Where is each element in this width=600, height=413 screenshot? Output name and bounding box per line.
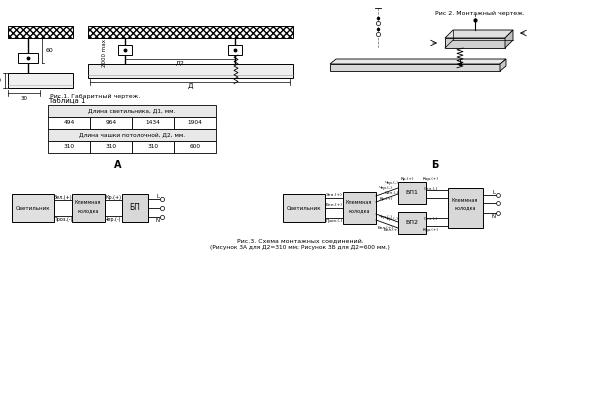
Bar — [18, 53, 38, 63]
Text: L: L — [493, 190, 496, 195]
Text: А: А — [114, 160, 122, 170]
Bar — [48, 105, 216, 117]
Bar — [88, 64, 293, 78]
Bar — [343, 192, 376, 224]
Text: N: N — [156, 218, 160, 223]
Bar — [48, 129, 216, 141]
Text: Д: Д — [187, 83, 193, 89]
Text: 30: 30 — [0, 78, 2, 83]
Bar — [88, 26, 293, 38]
Text: Кр.(+): Кр.(+) — [400, 177, 414, 181]
Text: 1434: 1434 — [146, 121, 160, 126]
Text: Рис.3. Схема монтажных соединений.: Рис.3. Схема монтажных соединений. — [236, 238, 364, 244]
Bar — [8, 26, 73, 38]
Text: Длина светильника, Д1, мм.: Длина светильника, Д1, мм. — [88, 109, 176, 114]
Bar — [48, 117, 90, 129]
Bar — [72, 194, 105, 222]
Text: Проз.(-): Проз.(-) — [53, 216, 73, 221]
Text: Кор.(+): Кор.(+) — [423, 177, 439, 181]
Text: Зел.(+): Зел.(+) — [53, 195, 73, 199]
Text: Бел.(+): Бел.(+) — [384, 228, 400, 232]
Text: Проз.(-): Проз.(-) — [325, 219, 343, 223]
Bar — [448, 188, 483, 228]
Text: Кор.(+): Кор.(+) — [423, 228, 439, 232]
Bar — [48, 141, 90, 153]
Text: Чер.(-): Чер.(-) — [379, 215, 393, 219]
Bar — [132, 141, 174, 153]
Bar — [8, 73, 73, 88]
Text: колодка: колодка — [77, 209, 99, 214]
Text: Кр.(+): Кр.(+) — [379, 197, 393, 201]
Text: 964: 964 — [106, 121, 116, 126]
Bar — [398, 182, 426, 204]
Text: Рис.1. Габаритный чертеж.: Рис.1. Габаритный чертеж. — [50, 93, 140, 99]
Text: БП1: БП1 — [406, 190, 418, 195]
Text: Чер.(-): Чер.(-) — [385, 217, 399, 221]
Text: (Рисунок 3А для Д2=310 мм; Рисунок 3Б для Д2=600 мм.): (Рисунок 3А для Д2=310 мм; Рисунок 3Б дл… — [210, 245, 390, 251]
Text: L: L — [157, 194, 160, 199]
Text: Длина чашки потолочной, Д2, мм.: Длина чашки потолочной, Д2, мм. — [79, 133, 185, 138]
Text: Рис 2. Монтажный чертеж.: Рис 2. Монтажный чертеж. — [435, 10, 525, 16]
Text: Клеммная: Клеммная — [346, 200, 372, 206]
Text: Син.(-): Син.(-) — [385, 191, 399, 195]
Bar — [12, 194, 54, 222]
Text: 600: 600 — [190, 145, 200, 150]
Polygon shape — [445, 38, 505, 48]
Text: Чер.(-): Чер.(-) — [379, 186, 393, 190]
Text: Син.(-): Син.(-) — [424, 217, 438, 221]
Bar — [174, 141, 216, 153]
Bar — [174, 117, 216, 129]
Text: Чер.(-): Чер.(-) — [385, 181, 399, 185]
Text: Клеммная: Клеммная — [75, 200, 101, 206]
Text: БП: БП — [130, 204, 140, 213]
Text: БП2: БП2 — [406, 221, 419, 225]
Text: 310: 310 — [106, 145, 116, 150]
Polygon shape — [445, 30, 513, 38]
Polygon shape — [330, 64, 500, 71]
Bar — [122, 194, 148, 222]
Bar — [90, 141, 132, 153]
Text: Д2: Д2 — [176, 60, 184, 66]
Text: Клеммная: Клеммная — [452, 197, 478, 202]
Text: 30: 30 — [20, 95, 28, 100]
Text: Син.(-): Син.(-) — [424, 187, 438, 191]
Bar — [118, 45, 132, 55]
Bar — [398, 212, 426, 234]
Text: Таблица 1: Таблица 1 — [48, 97, 86, 104]
Text: колодка: колодка — [454, 206, 476, 211]
Polygon shape — [500, 59, 506, 71]
Text: 310: 310 — [64, 145, 74, 150]
Text: Чер.(-): Чер.(-) — [105, 216, 121, 221]
Text: 60: 60 — [45, 48, 53, 54]
Text: колодка: колодка — [348, 209, 370, 214]
Text: 2000 max: 2000 max — [103, 39, 107, 67]
Text: 310: 310 — [148, 145, 158, 150]
Text: 1904: 1904 — [188, 121, 202, 126]
Text: Бел.(+): Бел.(+) — [326, 203, 343, 207]
Polygon shape — [330, 59, 506, 64]
Bar — [132, 117, 174, 129]
Text: 494: 494 — [64, 121, 74, 126]
Text: Зел.(+): Зел.(+) — [326, 193, 343, 197]
Bar — [228, 45, 242, 55]
Text: Бел.(+): Бел.(+) — [378, 226, 394, 230]
Text: Светильник: Светильник — [287, 206, 322, 211]
Bar — [283, 194, 325, 222]
Text: N: N — [492, 214, 496, 219]
Text: Б: Б — [431, 160, 439, 170]
Text: Кр.(+): Кр.(+) — [105, 195, 121, 199]
Polygon shape — [505, 30, 513, 48]
Text: Светильник: Светильник — [16, 206, 50, 211]
Bar — [90, 117, 132, 129]
